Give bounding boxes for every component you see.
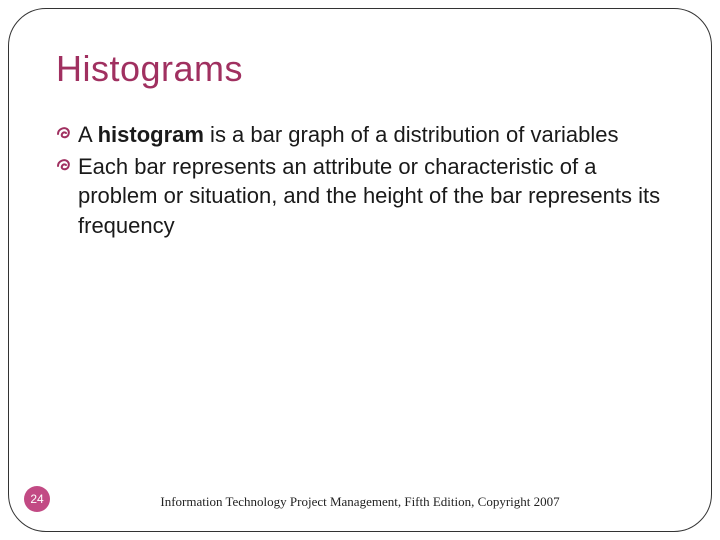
bullet-prefix: A — [78, 122, 98, 147]
footer-citation: Information Technology Project Managemen… — [0, 494, 720, 510]
bullet-text: A histogram is a bar graph of a distribu… — [78, 120, 664, 150]
bullet-rest: Each bar represents an attribute or char… — [78, 154, 660, 238]
bullet-item: Each bar represents an attribute or char… — [56, 152, 664, 241]
slide-title: Histograms — [56, 48, 664, 90]
bullet-item: A histogram is a bar graph of a distribu… — [56, 120, 664, 150]
swirl-bullet-icon — [56, 125, 72, 141]
bullet-rest: is a bar graph of a distribution of vari… — [204, 122, 619, 147]
bullet-text: Each bar represents an attribute or char… — [78, 152, 664, 241]
swirl-bullet-icon — [56, 157, 72, 173]
bullet-bold-term: histogram — [98, 122, 204, 147]
bullet-list: A histogram is a bar graph of a distribu… — [56, 120, 664, 241]
slide-content: Histograms A histogram is a bar graph of… — [0, 0, 720, 540]
